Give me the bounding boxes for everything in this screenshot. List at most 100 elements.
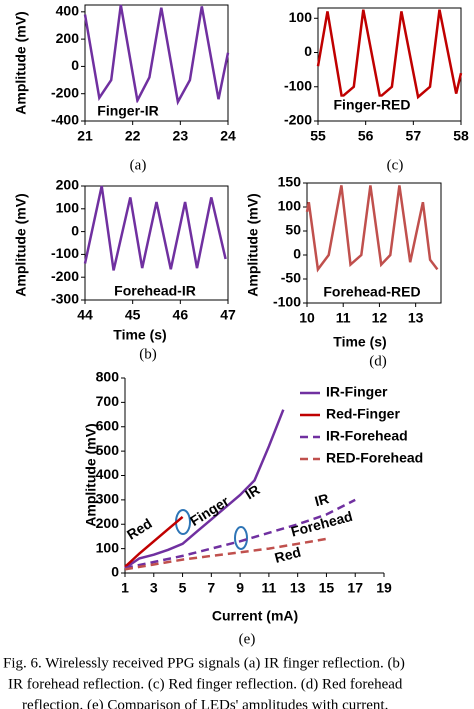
y-tick-label: 400	[56, 3, 80, 19]
figure-caption-line: reflection. (e) Comparison of LEDs' ampl…	[22, 697, 388, 709]
y-tick-label: -50	[281, 270, 301, 286]
y-tick-label: 0	[293, 246, 301, 262]
legend-label: IR-Finger	[326, 384, 388, 400]
x-tick-label: 15	[319, 580, 335, 596]
x-tick-label: 11	[261, 580, 276, 596]
annotation: Red	[124, 515, 155, 543]
series-line	[305, 185, 439, 273]
x-tick-label: 21	[77, 128, 93, 144]
figure-caption-line: IR forehead reflection. (c) Red finger r…	[8, 676, 403, 692]
panel-caption: (a)	[130, 157, 147, 173]
x-tick-label: 23	[173, 128, 189, 144]
legend-label: IR-Forehead	[326, 428, 408, 444]
y-tick-label: 100	[289, 9, 313, 25]
x-tick-label: 22	[125, 128, 141, 144]
y-axis-title: Amplitude (mV)	[245, 193, 261, 296]
panel-label: Finger-RED	[334, 97, 411, 113]
panel-caption: (c)	[387, 157, 404, 173]
y-tick-label: 300	[96, 491, 120, 507]
legend-label: RED-Forehead	[326, 450, 423, 466]
annotation: Finger	[187, 492, 232, 529]
y-tick-label: 0	[111, 564, 119, 580]
x-tick-label: 11	[336, 310, 351, 326]
panel-label-bg	[331, 96, 413, 113]
series-line	[83, 4, 230, 106]
x-axis-title: Time (s)	[333, 334, 386, 350]
y-tick-label: 50	[285, 222, 301, 238]
legend-label: Red-Finger	[326, 406, 400, 422]
panel-label-bg	[95, 102, 161, 119]
x-tick-label: 58	[453, 128, 469, 144]
y-tick-label: 100	[278, 198, 302, 214]
y-tick-label: -400	[51, 112, 79, 128]
y-tick-label: -200	[51, 268, 79, 284]
y-tick-label: 200	[56, 177, 80, 193]
y-tick-label: 800	[96, 369, 120, 385]
y-tick-label: 200	[96, 515, 120, 531]
y-tick-label: 0	[71, 222, 79, 238]
x-tick-label: 45	[125, 307, 141, 323]
y-tick-label: 100	[56, 200, 80, 216]
x-tick-label: 3	[150, 580, 158, 596]
plot-frame	[84, 185, 229, 301]
x-tick-label: 57	[406, 128, 422, 144]
panel-label: Forehead-RED	[323, 284, 420, 300]
x-tick-label: 12	[372, 310, 388, 326]
annotation: IR	[242, 481, 262, 502]
plot-frame	[306, 182, 442, 304]
annotation: IR	[313, 490, 331, 509]
x-axis-title: Time (s)	[113, 327, 166, 343]
y-tick-label: 0	[304, 43, 312, 59]
y-axis-title: Amplitude (mV)	[13, 193, 29, 296]
x-tick-label: 24	[220, 128, 236, 144]
y-tick-label: -300	[51, 291, 79, 307]
x-tick-label: 1	[121, 580, 129, 596]
callout-ellipse	[234, 526, 248, 550]
y-tick-label: -100	[273, 294, 301, 310]
y-axis-title: Amplitude (mV)	[13, 11, 29, 114]
y-tick-label: 500	[96, 442, 120, 458]
x-tick-label: 13	[408, 310, 424, 326]
y-tick-label: -100	[51, 245, 79, 261]
x-tick-label: 9	[236, 580, 244, 596]
x-tick-label: 17	[347, 580, 363, 596]
y-tick-label: 600	[96, 417, 120, 433]
y-tick-label: -100	[284, 77, 312, 93]
series-line	[124, 515, 184, 568]
x-tick-label: 56	[358, 128, 374, 144]
series-line	[124, 409, 285, 570]
x-tick-label: 7	[207, 580, 215, 596]
panel-label-bg	[112, 282, 198, 299]
x-axis-title: Current (mA)	[212, 608, 298, 624]
x-tick-label: 10	[299, 310, 315, 326]
x-tick-label: 13	[290, 580, 306, 596]
plot-frame	[84, 4, 229, 122]
y-tick-label: 150	[278, 174, 302, 190]
panel-label-bg	[321, 283, 423, 300]
series-line	[316, 9, 463, 100]
panel-caption: (e)	[239, 631, 256, 647]
y-tick-label: 0	[71, 57, 79, 73]
x-tick-label: 55	[310, 128, 326, 144]
x-tick-label: 5	[179, 580, 187, 596]
annotation: Forehead	[289, 508, 354, 540]
y-tick-label: 400	[96, 466, 120, 482]
series-line	[124, 537, 327, 571]
panel-caption: (b)	[139, 346, 157, 362]
series-line	[83, 185, 227, 271]
figure-caption-line: Fig. 6. Wirelessly received PPG signals …	[3, 655, 405, 671]
x-tick-label: 47	[220, 307, 236, 323]
panel-label: Forehead-IR	[114, 283, 196, 299]
y-tick-label: -200	[284, 112, 312, 128]
y-tick-label: 100	[96, 539, 120, 555]
x-tick-label: 19	[376, 580, 392, 596]
y-tick-label: -200	[51, 84, 79, 100]
series-line	[124, 498, 356, 570]
y-axis-title: Amplitude (mV)	[83, 423, 99, 526]
x-tick-label: 46	[173, 307, 189, 323]
x-tick-label: 44	[77, 307, 93, 323]
panel-label: Finger-IR	[97, 103, 158, 119]
panel-caption: (d)	[369, 353, 387, 369]
y-tick-label: 200	[56, 30, 80, 46]
